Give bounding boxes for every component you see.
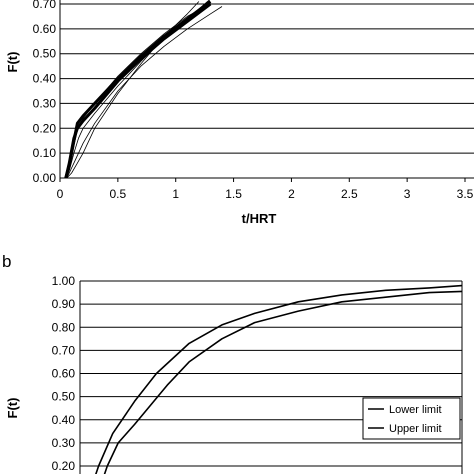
panel-b-y-tick-label: 0.40 [52,413,76,427]
panel-b: b F(t) 0.20 0.30 0.40 0.50 0.60 0.70 0.80 0.90 1… [2,252,463,474]
panel-a-x-tick-label: 1.5 [225,187,242,201]
panel-a-y-tick-label: 0.60 [33,22,57,36]
panel-a-y-tick-label: 0.10 [33,146,57,160]
panel-b-y-tick-label: 0.80 [52,320,76,334]
panel-a-series-group [64,0,223,179]
panel-b-y-tick-labels: 0.20 0.30 0.40 0.50 0.60 0.70 0.80 0.90 1.00 [52,274,76,473]
panel-b-legend: Lower limit Upper limit [362,397,461,440]
panel-a-ylabel: F(t) [5,52,20,73]
panel-b-y-tick-label: 1.00 [52,274,76,288]
panel-b-y-tick-label: 0.20 [52,459,76,473]
panel-a-y-tick-labels: 0.00 0.10 0.20 0.30 0.40 0.50 0.60 0.70 [33,0,57,185]
panel-a-series-line [66,6,223,179]
panel-a-series-line [64,2,212,179]
panel-a-y-tick-label: 0.20 [33,121,57,135]
panel-b-y-tick-label: 0.60 [52,367,76,381]
panel-b-y-tick-label: 0.50 [52,390,76,404]
panel-a-y-tick-label: 0.00 [33,171,57,185]
panel-b-y-tick-label: 0.90 [52,297,76,311]
legend-entry-lower-limit: Lower limit [389,404,442,416]
panel-b-series-line [103,290,463,474]
panel-a-series-line [64,0,210,179]
panel-a-x-tick-label: 1 [172,187,179,201]
panel-a-x-tick-label: 3 [404,187,411,201]
panel-a-xlabel: t/HRT [242,211,277,226]
panel-a-y-tick-label: 0.30 [33,96,57,110]
panel-b-ylabel: F(t) [5,398,20,419]
panel-b-axes [79,280,463,474]
panel-a-series-line [65,3,211,179]
legend-box [362,397,461,440]
panel-a-x-tick-label: 2 [288,187,295,201]
panel-a-y-tick-label: 0.70 [33,0,57,11]
panel-b-series-group [95,284,463,474]
panel-a-x-tick-label: 2.5 [341,187,358,201]
panel-b-letter: b [2,252,11,271]
panel-b-y-tick-label: 0.30 [52,436,76,450]
panel-a: F(t) t/HRT 0.000.100.200.300.400.500.600… [5,0,474,226]
legend-entry-upper-limit: Upper limit [389,423,442,435]
panel-a-x-tick-labels: 0 0.5 1 1.5 2 2.5 3 3.5 [57,178,474,201]
panel-b-series-line [95,284,463,474]
panel-a-x-tick-label: 0.5 [110,187,127,201]
panel-a-y-tick-label: 0.40 [33,72,57,86]
panel-a-x-tick-label: 3.5 [457,187,474,201]
panel-a-axes [59,0,474,179]
panel-a-x-tick-label: 0 [57,187,64,201]
panel-a-y-tick-label: 0.50 [33,47,57,61]
panel-b-y-tick-label: 0.70 [52,343,76,357]
